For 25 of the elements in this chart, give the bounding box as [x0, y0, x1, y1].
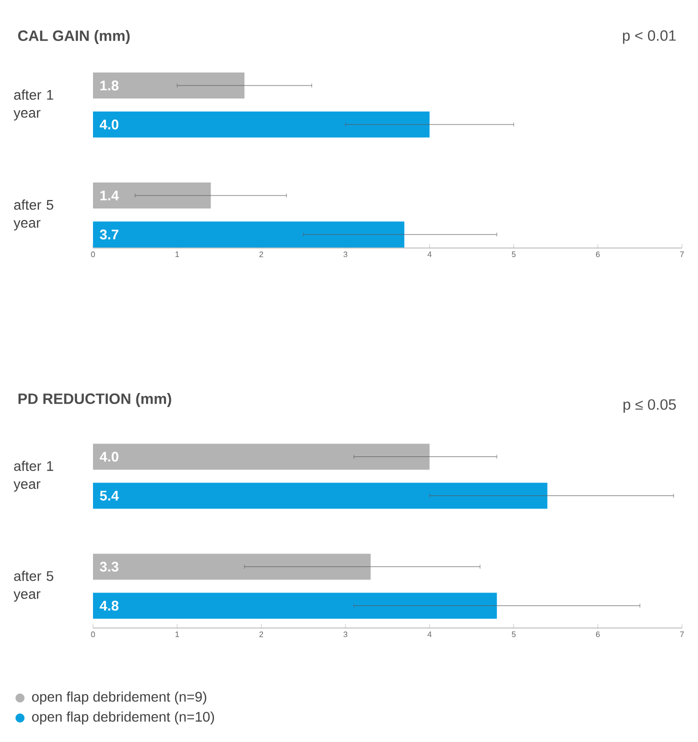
- data-label: 4.0: [100, 452, 118, 462]
- data-label: 4.8: [100, 600, 118, 611]
- y-tick-label: after 5 year: [14, 570, 54, 602]
- legend-label: open flap debridement (n=9): [32, 692, 206, 704]
- bar: [93, 554, 371, 580]
- y-tick-label: after 5 year: [14, 200, 54, 230]
- bar: [93, 482, 548, 509]
- bar: [93, 112, 430, 138]
- chart-title: PD REDUCTION (mm): [18, 393, 172, 407]
- data-label: 3.7: [100, 230, 118, 240]
- chart-title: CAL GAIN (mm): [18, 30, 130, 44]
- data-label: 1.8: [100, 80, 118, 90]
- legend-label: open flap debridement (n=10): [32, 712, 214, 724]
- data-label: 1.4: [100, 190, 119, 200]
- bar: [93, 72, 244, 99]
- text: p < 0.01: [623, 30, 676, 44]
- bar: [93, 222, 404, 248]
- y-tick-label: after 1 year: [14, 460, 54, 492]
- data-label: 5.4: [100, 490, 119, 501]
- bar: [93, 444, 430, 470]
- data-label: 4.0: [100, 120, 118, 130]
- bar: [93, 592, 497, 619]
- data-label: 3.3: [100, 562, 118, 572]
- y-tick-label: after 1 year: [14, 90, 54, 120]
- text: p ≤ 0.05: [624, 399, 676, 413]
